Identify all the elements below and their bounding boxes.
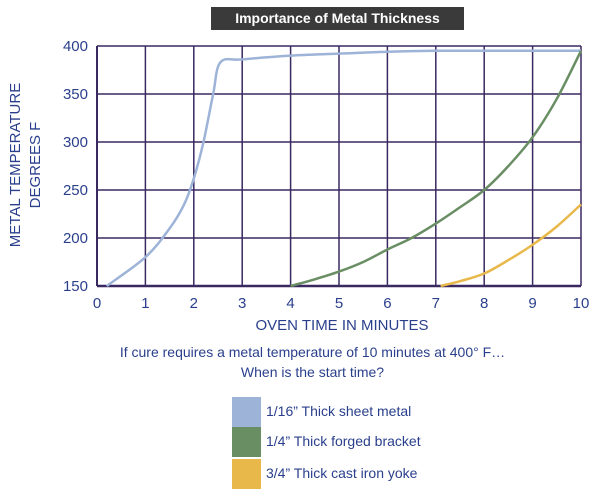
y-tick-label-350: 350 xyxy=(63,86,88,103)
legend-swatch-cast-iron-yoke xyxy=(232,459,261,489)
series-line-0 xyxy=(105,49,581,288)
x-tick-label-2: 2 xyxy=(190,295,198,312)
legend-swatch-forged-bracket xyxy=(232,427,261,457)
y-tick-label-300: 300 xyxy=(63,134,88,151)
legend-label-sheet-metal: 1/16” Thick sheet metal xyxy=(266,403,412,419)
y-tick-label-150: 150 xyxy=(63,278,88,295)
y-tick-label-200: 200 xyxy=(63,230,88,247)
caption-line-2: When is the start time? xyxy=(240,364,385,380)
y-tick-label-250: 250 xyxy=(63,182,88,199)
x-tick-label-1: 1 xyxy=(141,295,149,312)
line-chart: 0 1 2 3 4 5 6 7 8 9 10 150 200 250 300 350 400 OVEN TIME … xyxy=(7,38,590,334)
chart-caption: If cure requires a metal temperature of … xyxy=(60,342,565,382)
x-axis-label: OVEN TIME IN MINUTES xyxy=(255,317,428,334)
series-line-1 xyxy=(290,50,583,288)
x-tick-label-4: 4 xyxy=(286,295,294,312)
legend-label-cast-iron-yoke: 3/4” Thick cast iron yoke xyxy=(266,465,418,481)
y-tick-label-400: 400 xyxy=(63,38,88,55)
y-axis-label-line-1: METAL TEMPERATURE xyxy=(7,83,24,247)
legend-label-forged-bracket: 1/4” Thick forged bracket xyxy=(266,433,421,449)
x-tick-label-8: 8 xyxy=(480,295,488,312)
y-axis-label-line-2: DEGREES F xyxy=(27,122,44,209)
x-tick-label-0: 0 xyxy=(93,295,101,312)
x-tick-label-5: 5 xyxy=(335,295,343,312)
x-tick-label-9: 9 xyxy=(528,295,536,312)
x-tick-label-3: 3 xyxy=(238,295,246,312)
x-tick-label-6: 6 xyxy=(383,295,391,312)
series-line-2 xyxy=(440,203,582,288)
x-tick-label-7: 7 xyxy=(432,295,440,312)
caption-line-1: If cure requires a metal temperature of … xyxy=(119,344,506,360)
x-tick-label-10: 10 xyxy=(573,295,590,312)
legend-swatch-sheet-metal xyxy=(232,397,261,427)
chart-title: Importance of Metal Thickness xyxy=(211,7,464,30)
